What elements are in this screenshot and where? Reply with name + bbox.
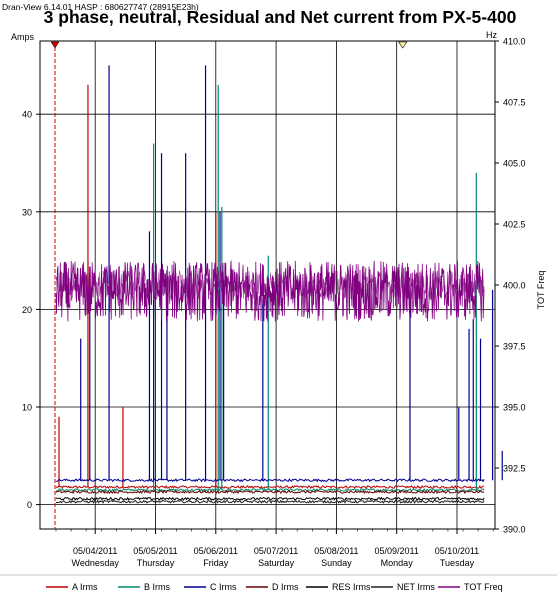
- y-right-tick-label: 405.0: [503, 159, 526, 169]
- x-tick-date: 05/09/2011: [374, 546, 418, 556]
- legend-entry: A Irms: [72, 582, 98, 592]
- y-right-tick-label: 400.0: [503, 281, 526, 291]
- y-right-tick-label: 392.5: [503, 464, 526, 474]
- x-tick-day: Wednesday: [72, 558, 120, 568]
- x-tick-date: 05/06/2011: [194, 546, 238, 556]
- x-tick-date: 05/10/2011: [435, 546, 479, 556]
- series-layer: [55, 65, 503, 505]
- x-tick-day: Thursday: [137, 558, 175, 568]
- y-right-tick-label: 397.5: [503, 342, 526, 352]
- x-tick-day: Saturday: [258, 558, 295, 568]
- software-label: Dran-View 6.14.01 HASP : 680627747 (2891…: [2, 2, 199, 12]
- yellow-triangle-marker: [398, 41, 408, 49]
- y-right-axis-title: TOT Freq: [536, 271, 546, 310]
- y-right-tick-label: 395.0: [503, 403, 526, 413]
- x-tick-day: Sunday: [321, 558, 352, 568]
- series-tot-freq-core: [55, 270, 485, 300]
- legend-entry: RES Irms: [332, 582, 371, 592]
- series-net-irms: [55, 499, 485, 505]
- y-right-tick-label: 407.5: [503, 98, 526, 108]
- series-d-irms: [55, 489, 485, 495]
- series-b-irms: [55, 487, 485, 493]
- series-c-irms: [55, 477, 485, 483]
- y-left-tick-label: 10: [22, 403, 32, 413]
- x-tick-date: 05/05/2011: [133, 546, 177, 556]
- series-res-irms: [55, 496, 485, 501]
- y-left-tick-label: 0: [27, 500, 32, 510]
- axis-layer: 0 10 20 30 40 390.0 392.5 395.0 397.5 400.0 402.5 4…: [22, 37, 526, 569]
- legend-entry: B Irms: [144, 582, 170, 592]
- legend-entry: TOT Freq: [464, 582, 503, 592]
- x-tick-date: 05/07/2011: [254, 546, 298, 556]
- y-right-tick-label: 390.0: [503, 525, 526, 535]
- y-right-tick-label: 402.5: [503, 220, 526, 230]
- y-left-tick-label: 20: [22, 305, 32, 315]
- y-right-tick-label: 410.0: [503, 37, 526, 47]
- y-left-tick-label: 40: [22, 110, 32, 120]
- legend: A Irms B Irms C Irms D Irms RES Irms NET Irms…: [46, 582, 503, 592]
- legend-entry: C Irms: [210, 582, 237, 592]
- x-tick-date: 05/08/2011: [314, 546, 358, 556]
- x-tick-day: Friday: [203, 558, 229, 568]
- marker-layer: [50, 41, 408, 529]
- series-a-irms: [55, 484, 485, 490]
- y-left-unit-label: Amps: [11, 32, 35, 42]
- chart-title: 3 phase, neutral, Residual and Net curre…: [44, 7, 517, 27]
- y-left-tick-label: 30: [22, 207, 32, 217]
- x-tick-day: Monday: [381, 558, 414, 568]
- series-tot-freq: [55, 260, 485, 322]
- red-triangle-marker: [50, 41, 60, 49]
- y-right-unit-label: Hz: [486, 30, 497, 40]
- x-tick-date: 05/04/2011: [73, 546, 117, 556]
- legend-entry: D Irms: [272, 582, 299, 592]
- legend-entry: NET Irms: [397, 582, 435, 592]
- x-tick-day: Tuesday: [440, 558, 475, 568]
